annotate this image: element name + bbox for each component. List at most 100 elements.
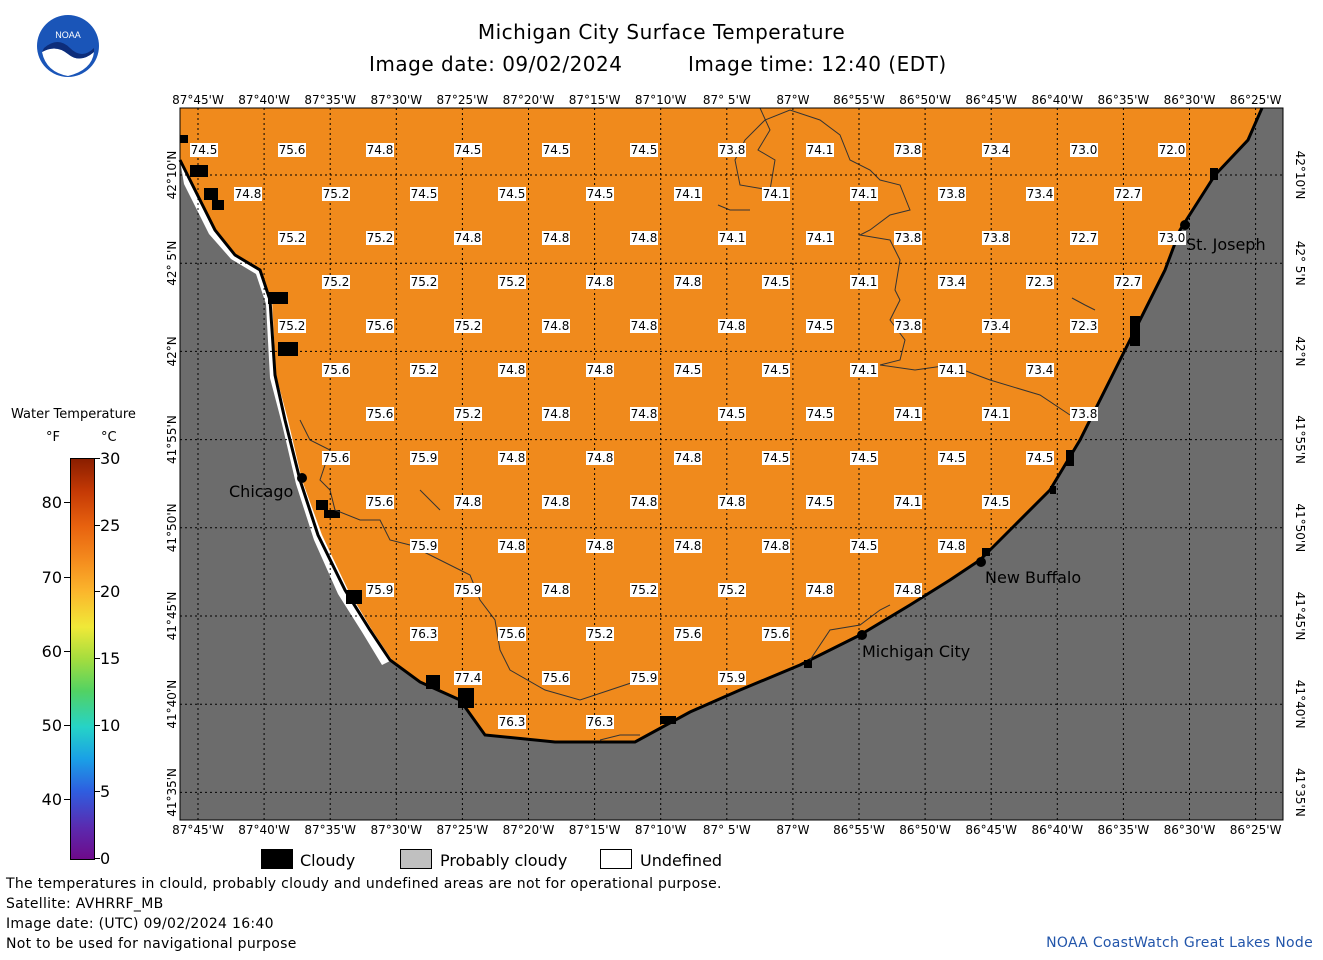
temperature-label: 75.6 (366, 407, 394, 421)
lat-label-right: 41°50'N (1293, 503, 1307, 552)
temperature-label: 74.8 (630, 407, 658, 421)
svg-text:74.8: 74.8 (499, 451, 526, 465)
temperature-label: 74.1 (894, 407, 922, 421)
image-date: Image date: 09/02/2024 (369, 52, 623, 76)
svg-text:74.5: 74.5 (191, 143, 218, 157)
colorbar-unit-f: °F (46, 430, 60, 445)
lon-label-bottom: 86°30'W (1164, 823, 1216, 837)
temperature-label: 75.9 (410, 539, 438, 553)
svg-text:74.5: 74.5 (807, 319, 834, 333)
shoreline (178, 107, 1264, 744)
temperature-label: 74.5 (630, 143, 658, 157)
place-michigan-city: Michigan City (857, 630, 970, 661)
svg-text:74.8: 74.8 (543, 319, 570, 333)
temperature-label: 76.3 (498, 715, 526, 729)
temperature-label: 75.6 (762, 627, 790, 641)
legend-cloudy: Cloudy (300, 851, 356, 870)
lon-label-bottom: 86°40'W (1031, 823, 1083, 837)
svg-text:75.2: 75.2 (323, 187, 350, 201)
temperature-label: 74.8 (542, 231, 570, 245)
svg-text:75.2: 75.2 (411, 275, 438, 289)
svg-text:75.2: 75.2 (455, 319, 482, 333)
svg-text:75.6: 75.6 (675, 627, 702, 641)
lat-label-right: 41°40'N (1293, 680, 1307, 729)
temperature-label: 74.5 (1026, 451, 1054, 465)
svg-text:75.2: 75.2 (499, 275, 526, 289)
lat-label-left: 42°N (165, 336, 179, 366)
lon-label-bottom: 86°25'W (1230, 823, 1282, 837)
temperature-label: 72.7 (1114, 275, 1142, 289)
svg-text:73.4: 73.4 (983, 143, 1010, 157)
svg-text:74.5: 74.5 (807, 407, 834, 421)
svg-text:75.6: 75.6 (499, 627, 526, 641)
temperature-label: 75.6 (542, 671, 570, 685)
svg-text:76.3: 76.3 (411, 627, 438, 641)
satellite: Satellite: AVHRRF_MB (6, 896, 164, 912)
place-markers: Chicago St. Joseph New Buffalo Michigan Cit… (229, 220, 1266, 661)
lat-label-right: 42°10'N (1293, 151, 1307, 200)
temperature-label: 76.3 (410, 627, 438, 641)
temperature-label: 75.2 (322, 187, 350, 201)
temperature-label: 72.7 (1070, 231, 1098, 245)
lon-label-top: 86°30'W (1164, 93, 1216, 107)
temperature-label: 75.2 (278, 231, 306, 245)
lon-label-top: 87°20'W (503, 93, 555, 107)
temperature-label: 74.5 (410, 187, 438, 201)
lon-label-bottom: 87°W (776, 823, 809, 837)
svg-text:73.8: 73.8 (939, 187, 966, 201)
temperature-label: 73.8 (894, 231, 922, 245)
svg-text:75.6: 75.6 (543, 671, 570, 685)
colorbar-tick-c: 5 (100, 782, 111, 802)
svg-text:75.2: 75.2 (367, 231, 394, 245)
svg-text:74.5: 74.5 (763, 363, 790, 377)
colorbar-tick-f: 40 (41, 789, 62, 809)
svg-text:75.9: 75.9 (411, 539, 438, 553)
lon-label-bottom: 87°35'W (304, 823, 356, 837)
lon-label-top: 86°50'W (899, 93, 951, 107)
lon-label-bottom: 87°15'W (569, 823, 621, 837)
lat-label-left: 42° 5'N (165, 241, 179, 286)
temperature-label: 74.5 (762, 363, 790, 377)
lon-label-top: 86°55'W (833, 93, 885, 107)
lat-label-right: 42° 5'N (1293, 241, 1307, 286)
svg-text:74.5: 74.5 (675, 363, 702, 377)
svg-text:73.4: 73.4 (1027, 363, 1054, 377)
temperature-label: 74.5 (542, 143, 570, 157)
colorbar-tick-c: 0 (100, 849, 111, 868)
lon-label-bottom: 87°30'W (370, 823, 422, 837)
svg-text:75.9: 75.9 (719, 671, 746, 685)
temperature-label: 74.1 (894, 495, 922, 509)
colorbar-tick-c: 10 (100, 715, 121, 735)
svg-text:74.8: 74.8 (631, 231, 658, 245)
temperature-label: 74.8 (894, 583, 922, 597)
temperature-label: 74.1 (806, 231, 834, 245)
colorbar-tick-c: 25 (100, 515, 121, 535)
lon-label-top: 87°25'W (437, 93, 489, 107)
temperature-label: 75.9 (366, 583, 394, 597)
svg-text:74.8: 74.8 (719, 495, 746, 509)
temperature-label: 75.2 (630, 583, 658, 597)
svg-text:74.8: 74.8 (587, 363, 614, 377)
svg-text:74.5: 74.5 (631, 143, 658, 157)
temperature-label: 75.2 (454, 319, 482, 333)
temperature-label: 74.5 (454, 143, 482, 157)
temperature-label: 75.2 (278, 319, 306, 333)
svg-text:73.8: 73.8 (719, 143, 746, 157)
temperature-label: 72.0 (1158, 143, 1186, 157)
temperature-label: 75.2 (586, 627, 614, 641)
svg-text:74.1: 74.1 (719, 231, 746, 245)
colorbar-tick-f: 50 (41, 715, 62, 735)
temperature-label: 74.8 (630, 319, 658, 333)
temperature-label: 74.8 (586, 363, 614, 377)
temperature-label: 74.8 (366, 143, 394, 157)
svg-text:75.9: 75.9 (631, 671, 658, 685)
temperature-label: 75.6 (498, 627, 526, 641)
svg-text:73.8: 73.8 (1071, 407, 1098, 421)
temperature-label: 74.5 (850, 451, 878, 465)
temperature-label: 73.4 (938, 275, 966, 289)
temperature-label: 75.2 (322, 275, 350, 289)
lon-label-top: 87°15'W (569, 93, 621, 107)
temperature-label: 75.2 (718, 583, 746, 597)
nav-warning: Not to be used for navigational purpose (6, 936, 297, 952)
